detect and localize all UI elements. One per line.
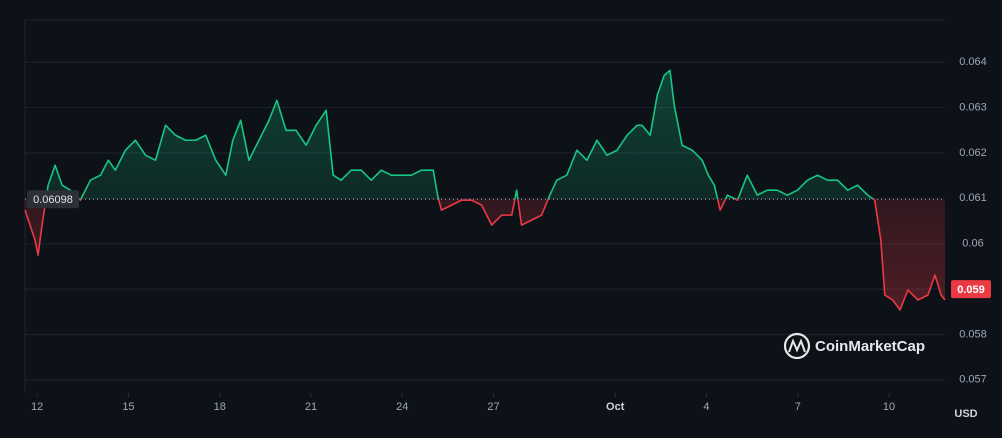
- last-price-bg: [951, 280, 991, 299]
- watermark-text: CoinMarketCap: [815, 338, 925, 355]
- watermark: CoinMarketCap: [783, 332, 925, 360]
- y-tick-label: 0.058: [959, 328, 987, 340]
- y-tick-label: 0.06: [962, 238, 983, 250]
- y-tick-label: 0.061: [959, 192, 987, 204]
- y-tick-label: 0.063: [959, 101, 987, 113]
- x-tick-label: 15: [122, 401, 134, 413]
- x-tick-label: 4: [703, 401, 709, 413]
- x-tick-label: 12: [31, 401, 43, 413]
- last-price-label: 0.059: [957, 284, 985, 296]
- y-tick-label: 0.057: [959, 374, 987, 386]
- x-tick-label: 18: [214, 401, 226, 413]
- y-tick-label: 0.064: [959, 56, 987, 68]
- x-tick-label: 21: [305, 401, 317, 413]
- x-tick-label: 10: [883, 401, 895, 413]
- baseline-label-bg: [27, 190, 79, 209]
- x-tick-label: 27: [487, 401, 499, 413]
- y-tick-label: 0.062: [959, 147, 987, 159]
- currency-label: USD: [954, 408, 977, 420]
- area-up: [45, 70, 874, 200]
- baseline-label: 0.06098: [33, 194, 73, 206]
- price-line: [24, 69, 946, 311]
- x-tick-label: 7: [795, 401, 801, 413]
- x-tick-label: Oct: [606, 401, 625, 413]
- x-tick-label: 24: [396, 401, 408, 413]
